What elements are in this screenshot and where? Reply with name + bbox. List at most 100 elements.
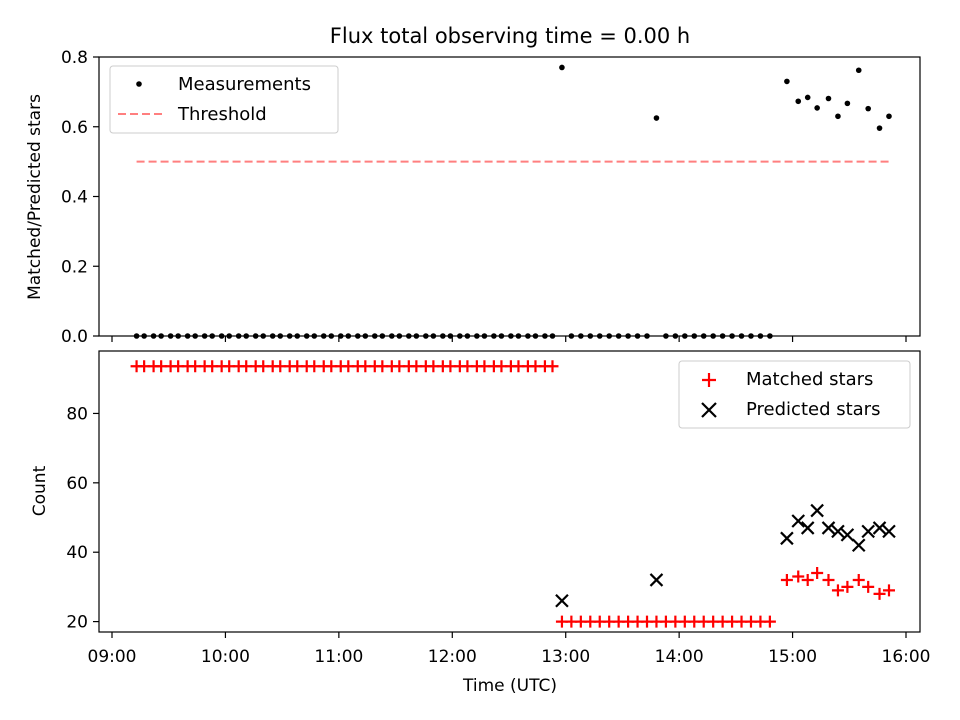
- measurement-point: [844, 100, 851, 107]
- predicted-stars-point: [810, 503, 824, 518]
- top-legend: Measurements Threshold: [109, 65, 339, 134]
- x-tick-label: 12:00: [428, 647, 477, 667]
- measurement-point: [542, 333, 548, 339]
- measurement-point: [133, 333, 140, 339]
- measurement-point: [303, 333, 310, 339]
- measurement-point: [235, 333, 242, 339]
- measurement-point: [606, 333, 612, 339]
- measurement-point: [738, 333, 745, 339]
- measurement-point: [876, 125, 883, 131]
- predicted-stars-point: [851, 538, 866, 553]
- legend-predicted-marker: [701, 402, 717, 418]
- measurement-point: [175, 333, 181, 339]
- measurement-point: [615, 333, 622, 339]
- measurement-point: [226, 333, 233, 339]
- measurement-point: [682, 333, 688, 339]
- measurement-point: [663, 333, 669, 339]
- measurement-point: [379, 333, 386, 339]
- measurement-point: [474, 333, 480, 339]
- measurement-point: [277, 333, 284, 339]
- measurement-point: [855, 67, 862, 74]
- measurement-point: [413, 333, 420, 339]
- measurement-point: [865, 105, 871, 112]
- top-chart-title: Flux total observing time = 0.00 h: [330, 24, 690, 48]
- measurement-point: [286, 333, 293, 339]
- matched-stars-point: [862, 580, 875, 593]
- matched-stars-point: [841, 580, 854, 593]
- measurement-point: [515, 333, 522, 339]
- measurement-point: [328, 333, 335, 339]
- measurement-point: [337, 333, 344, 339]
- measurement-point: [201, 333, 208, 339]
- measurement-point: [440, 333, 446, 339]
- measurement-point: [691, 333, 698, 339]
- matched-stars-point: [792, 570, 805, 583]
- bottom-legend: Matched stars Predicted stars: [678, 360, 911, 429]
- measurement-point: [423, 333, 429, 339]
- x-tick-label: 14:00: [655, 647, 704, 667]
- bottom-axis-ticks: 20 40 60 80 09:00 10:00 11:00 12:00 13:00 14:00 15…: [66, 404, 930, 667]
- predicted-stars-point: [800, 521, 815, 535]
- measurement-point: [767, 333, 773, 339]
- predicted-stars-point: [649, 573, 664, 587]
- bottom-ytick-label: 80: [66, 404, 88, 424]
- measurement-point: [757, 333, 764, 339]
- measurement-point: [719, 333, 726, 339]
- top-ytick-label: 0.8: [61, 48, 88, 68]
- measurement-point: [457, 333, 463, 339]
- measurement-point: [150, 333, 157, 339]
- measurement-point: [396, 333, 403, 339]
- measurement-point: [141, 333, 147, 339]
- measurement-point: [491, 333, 497, 339]
- measurement-point: [825, 95, 832, 102]
- measurement-point: [430, 333, 437, 339]
- measurement-point: [320, 333, 327, 339]
- predicted-stars-point: [831, 524, 845, 539]
- measurement-point: [218, 333, 225, 339]
- measurement-point: [508, 333, 514, 339]
- measurement-point: [596, 333, 603, 339]
- predicted-stars-point: [791, 514, 806, 528]
- top-axis-ticks: 0.0 0.2 0.4 0.6 0.8: [61, 48, 907, 347]
- bottom-ytick-label: 60: [66, 474, 88, 494]
- top-ytick-label: 0.4: [61, 188, 88, 208]
- top-ytick-label: 0.2: [61, 257, 88, 277]
- measurement-point: [729, 333, 735, 339]
- bottom-x-axis-label: Time (UTC): [462, 676, 557, 696]
- measurement-point: [209, 333, 215, 339]
- measurement-point: [578, 333, 584, 339]
- matched-stars-point: [763, 615, 776, 628]
- measurement-point: [498, 333, 505, 339]
- matched-stars-point: [831, 584, 844, 597]
- x-tick-label: 11:00: [314, 647, 363, 667]
- x-tick-label: 13:00: [541, 647, 590, 667]
- matched-stars-point: [852, 573, 865, 586]
- predicted-stars-point: [861, 524, 875, 539]
- top-y-axis-label: Matched/Predicted stars: [25, 94, 45, 300]
- predicted-stars-point: [872, 521, 887, 535]
- bottom-data-marks: [130, 360, 896, 628]
- measurement-point: [814, 105, 820, 111]
- measurement-point: [568, 333, 575, 339]
- measurement-point: [653, 115, 660, 121]
- bottom-ytick-label: 40: [66, 543, 88, 563]
- measurement-point: [260, 333, 267, 339]
- measurement-point: [269, 333, 276, 339]
- legend-predicted-label: Predicted stars: [746, 399, 880, 420]
- measurement-point: [406, 333, 412, 339]
- matched-stars-point: [822, 573, 835, 586]
- predicted-stars-point: [840, 528, 855, 542]
- measurement-point: [464, 333, 471, 339]
- measurement-point: [447, 333, 454, 339]
- measurement-point: [345, 333, 352, 339]
- measurement-point: [634, 333, 641, 339]
- top-legend-box: [109, 65, 339, 134]
- legend-threshold-label: Threshold: [177, 104, 267, 125]
- measurement-point: [835, 113, 841, 120]
- bottom-plot-frame: [98, 350, 921, 633]
- predicted-stars-point: [555, 594, 569, 608]
- measurement-point: [644, 333, 650, 339]
- top-ytick-label: 0.6: [61, 118, 88, 138]
- measurement-point: [388, 333, 395, 339]
- measurement-point: [354, 333, 361, 339]
